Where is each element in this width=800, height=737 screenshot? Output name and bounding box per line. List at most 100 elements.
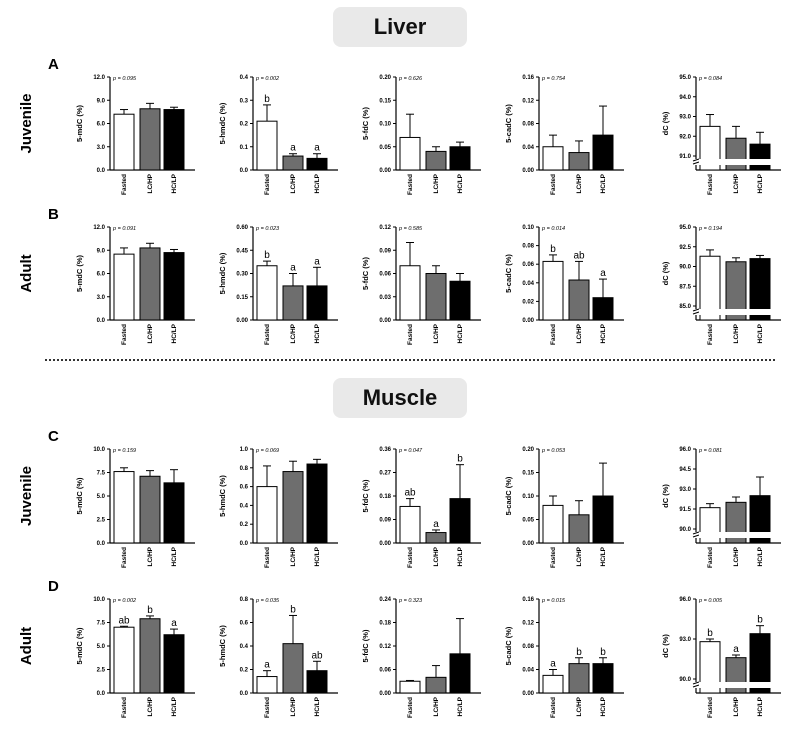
y-tick-label-C-1: 10.0 <box>93 447 105 453</box>
category-label-D-1-2: LC/HP <box>147 696 154 716</box>
y-tick-label-A-4: 0.12 <box>522 98 534 104</box>
y-tick-label-D-4: 0.08 <box>522 644 534 650</box>
bar-A-2-3 <box>306 157 328 171</box>
y-tick-label-A-4: 0.08 <box>522 122 534 128</box>
y-tick-label-D-2: 0.4 <box>240 644 249 650</box>
bar-C-3-2 <box>425 532 447 544</box>
sig-letter-D-4-3: b <box>600 647 606 658</box>
sig-letter-D-5-2: a <box>733 644 739 655</box>
y-tick-label-D-4: 0.00 <box>522 691 534 697</box>
bar-break-D-5-1 <box>699 682 721 688</box>
bar-B-1-1 <box>113 253 135 321</box>
p-value-D-1: p = 0.002 <box>112 598 136 604</box>
y-tick-label-B-2: 0.30 <box>236 272 248 278</box>
category-label-C-1-1: Fasted <box>121 547 128 568</box>
bar-C-3-3 <box>449 498 471 544</box>
y-tick-label-B-2: 0.15 <box>236 295 248 301</box>
bar-B-2-1 <box>256 265 278 321</box>
bar-A-5-2 <box>725 137 747 171</box>
category-label-A-5-1: Fasted <box>707 174 714 195</box>
category-label-D-4-2: LC/HP <box>576 696 583 716</box>
y-tick-label-B-3: 0.03 <box>379 295 391 301</box>
section-title-muscle: Muscle <box>333 378 467 418</box>
bar-B-2-2 <box>282 285 304 321</box>
category-label-D-3-3: HC/LP <box>457 696 464 716</box>
y-tick-label-D-2: 0.6 <box>240 621 249 627</box>
y-tick-label-C-2: 0.6 <box>240 485 249 491</box>
y-tick-label-D-3: 0.24 <box>379 597 391 603</box>
category-label-D-5-2: LC/HP <box>733 696 740 716</box>
y-tick-label-A-5: 92.0 <box>679 134 691 140</box>
y-tick-label-A-3: 0.05 <box>379 145 391 151</box>
panel-letter-C: C <box>48 428 59 445</box>
y-tick-label-A-2: 0.4 <box>240 75 249 81</box>
y-tick-label-A-3: 0.00 <box>379 168 391 174</box>
y-axis-label-C-3: 5-fdC (%) <box>361 479 370 512</box>
y-tick-label-D-3: 0.18 <box>379 621 391 627</box>
y-tick-label-B-3: 0.12 <box>379 225 391 231</box>
bar-A-4-2 <box>568 152 590 171</box>
axis-break-A-5 <box>692 158 700 162</box>
p-value-C-3: p = 0.047 <box>398 448 423 454</box>
p-value-B-1: p = 0.091 <box>112 226 136 232</box>
sig-letter-B-4-2: ab <box>573 250 585 261</box>
bar-B-4-2 <box>568 279 590 321</box>
p-value-C-1: p = 0.159 <box>112 448 136 454</box>
y-tick-label-A-5: 94.0 <box>679 95 691 101</box>
row-label-D: Adult <box>18 627 35 665</box>
y-tick-label-D-2: 0.0 <box>240 691 249 697</box>
y-tick-label-C-2: 0.0 <box>240 541 249 547</box>
y-tick-label-C-4: 0.15 <box>522 471 534 477</box>
category-label-C-2-3: HC/LP <box>314 546 321 566</box>
category-label-C-4-2: LC/HP <box>576 546 583 566</box>
category-label-A-1-1: Fasted <box>121 174 128 195</box>
sig-letter-D-1-3: a <box>171 618 177 629</box>
bar-C-4-2 <box>568 514 590 544</box>
sig-letter-B-2-1: b <box>264 250 270 261</box>
category-label-D-2-3: HC/LP <box>314 696 321 716</box>
y-tick-label-D-4: 0.16 <box>522 597 534 603</box>
category-label-C-3-3: HC/LP <box>457 546 464 566</box>
y-tick-label-A-1: 0.0 <box>97 168 106 174</box>
y-tick-label-D-3: 0.00 <box>379 691 391 697</box>
y-axis-label-A-2: 5-hmdC (%) <box>218 102 227 144</box>
category-label-B-4-1: Fasted <box>550 324 557 345</box>
category-label-A-4-2: LC/HP <box>576 173 583 193</box>
category-label-D-4-3: HC/LP <box>600 696 607 716</box>
y-axis-label-D-1: 5-mdC (%) <box>75 627 84 665</box>
y-tick-label-D-3: 0.06 <box>379 668 391 674</box>
bar-B-1-2 <box>139 247 161 321</box>
panel-letter-A: A <box>48 56 59 73</box>
category-label-D-4-1: Fasted <box>550 697 557 718</box>
category-label-B-2-1: Fasted <box>264 324 271 345</box>
y-tick-label-C-1: 2.5 <box>97 518 106 524</box>
y-tick-label-B-4: 0.00 <box>522 318 534 324</box>
y-tick-label-C-2: 0.2 <box>240 522 249 528</box>
y-tick-label-B-2: 0.00 <box>236 318 248 324</box>
sig-letter-C-3-3: b <box>457 454 463 465</box>
bar-A-2-1 <box>256 120 278 171</box>
bar-D-4-1 <box>542 674 564 694</box>
y-tick-label-D-4: 0.12 <box>522 621 534 627</box>
y-axis-label-A-3: 5-fdC (%) <box>361 107 370 140</box>
category-label-C-3-2: LC/HP <box>433 546 440 566</box>
category-label-C-4-1: Fasted <box>550 547 557 568</box>
sig-letter-A-2-1: b <box>264 94 270 105</box>
axis-break-D-5 <box>692 681 700 685</box>
category-label-C-3-1: Fasted <box>407 547 414 568</box>
category-label-B-4-3: HC/LP <box>600 323 607 343</box>
category-label-D-2-2: LC/HP <box>290 696 297 716</box>
y-tick-label-C-2: 1.0 <box>240 447 249 453</box>
y-tick-label-C-1: 0.0 <box>97 541 106 547</box>
y-axis-label-B-2: 5-hmdC (%) <box>218 252 227 294</box>
axis-break-A-5 <box>692 161 700 165</box>
bar-C-2-1 <box>256 486 278 544</box>
bar-D-3-1 <box>399 680 421 694</box>
sig-letter-D-4-2: b <box>576 647 582 658</box>
sig-letter-D-5-1: b <box>707 628 713 639</box>
category-label-A-2-1: Fasted <box>264 174 271 195</box>
category-label-A-3-3: HC/LP <box>457 173 464 193</box>
category-label-B-4-2: LC/HP <box>576 323 583 343</box>
y-tick-label-C-5: 94.5 <box>679 467 691 473</box>
y-tick-label-C-4: 0.20 <box>522 447 534 453</box>
